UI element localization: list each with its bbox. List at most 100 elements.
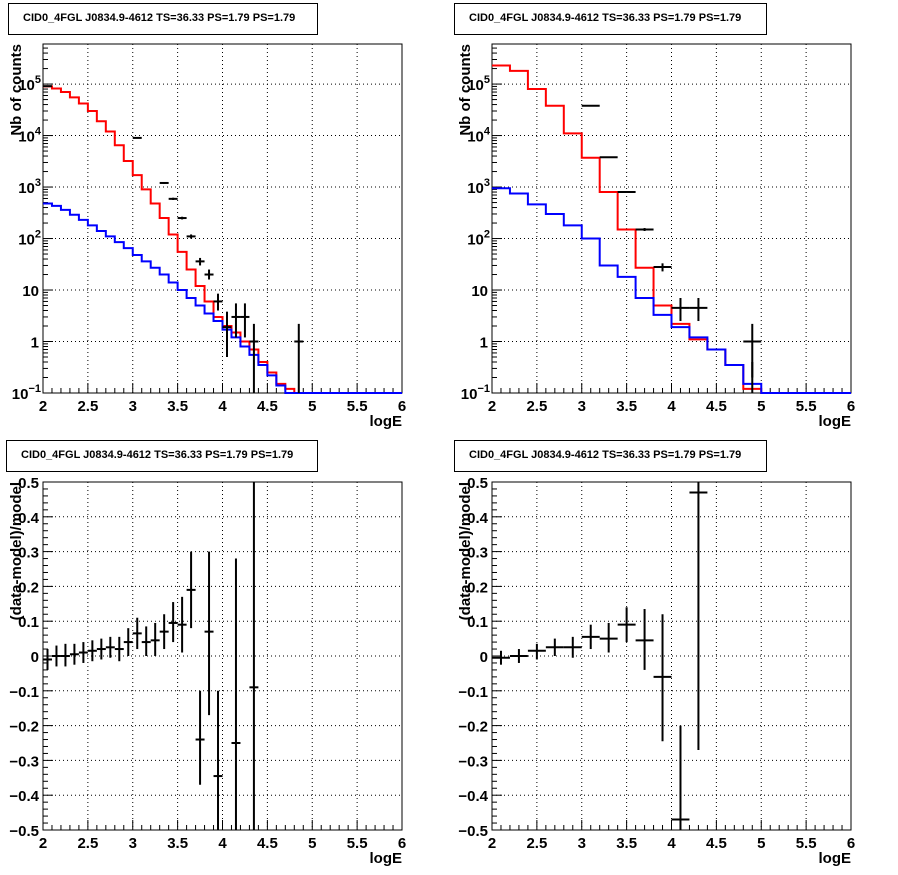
y-ticks [43, 481, 53, 831]
y-tick-label: 0.3 [467, 545, 488, 562]
data-point [222, 311, 232, 358]
data-point [653, 614, 672, 742]
data-point [213, 293, 223, 311]
y-tick-label: −0.3 [458, 753, 488, 770]
data-point [599, 622, 618, 653]
data-points [43, 85, 304, 393]
data-point [159, 181, 169, 184]
data-point [204, 269, 214, 280]
y-tick-label: −0.1 [458, 684, 488, 701]
x-axis-label: logE [819, 850, 852, 867]
x-tick-label: 4 [218, 398, 227, 415]
x-tick-label: 2.5 [77, 398, 98, 415]
x-tick-label: 4.5 [257, 835, 278, 852]
data-point [231, 558, 241, 830]
x-tick-label: 4 [667, 398, 676, 415]
data-point [78, 642, 88, 663]
x-tick-label: 2 [39, 835, 47, 852]
x-tick-label: 6 [847, 835, 855, 852]
y-axis-label: (data-model)/model [457, 482, 474, 620]
x-tick-label: 3.5 [616, 398, 637, 415]
y-tick-label: 10−1 [12, 383, 41, 403]
x-tick-label: 3 [129, 398, 137, 415]
data-point [617, 191, 636, 194]
data-point [132, 617, 142, 650]
pad-top-left: CID0_4FGL J0834.9-4612 TS=36.33 PS=1.79 … [0, 0, 449, 437]
x-ticks [491, 383, 852, 393]
data-point [177, 216, 187, 220]
y-tick-label: 10 [471, 283, 488, 300]
residual-chart: 2 2.5 3 3.5 4 4.5 5 5.5 6 −0.5 −0.4 −0.3 −0.2 −0.1 0 0.… [8, 475, 406, 867]
y-tick-label: −0.3 [9, 753, 39, 770]
x-tick-label: 4.5 [706, 398, 727, 415]
data-point [240, 303, 250, 338]
data-point [186, 234, 196, 239]
data-point [132, 136, 142, 139]
y-tick-label: −0.1 [9, 684, 39, 701]
x-tick-label: 4.5 [257, 398, 278, 415]
data-point [168, 197, 178, 201]
x-tick-label: 4 [218, 835, 227, 852]
x-tick-label: 2 [488, 835, 496, 852]
x-tick-label: 3.5 [167, 835, 188, 852]
x-axis-label: logE [370, 850, 403, 867]
x-tick-label: 3.5 [167, 398, 188, 415]
x-tick-label: 2 [39, 398, 47, 415]
y-axis-label: (data-model)/model [8, 482, 25, 620]
data-points [492, 482, 708, 830]
y-tick-label: 10 [22, 283, 39, 300]
x-tick-label: 3.5 [616, 835, 637, 852]
y-tick-label: 102 [18, 229, 41, 249]
chart-title: CID0_4FGL J0834.9-4612 TS=36.33 PS=1.79 … [454, 3, 767, 35]
data-point [653, 263, 672, 272]
y-tick-label: 0.2 [467, 579, 488, 596]
x-tick-label: 6 [398, 835, 406, 852]
x-tick-label: 5.5 [796, 398, 817, 415]
x-tick-label: 5.5 [796, 835, 817, 852]
y-tick-label: 102 [467, 229, 490, 249]
y-tick-label: 105 [18, 74, 41, 94]
model-background-series [43, 202, 402, 394]
x-tick-label: 5 [757, 398, 765, 415]
data-point [114, 636, 124, 662]
y-ticks [492, 43, 502, 394]
x-tick-label: 2.5 [77, 835, 98, 852]
data-point [96, 638, 106, 660]
data-point [249, 323, 259, 393]
y-tick-label: 103 [18, 177, 41, 197]
counts-chart: 2 2.5 3 3.5 4 4.5 5 5.5 6 10−1 1 10 102 103 104 105 logE… [8, 43, 406, 430]
x-axis-label: logE [819, 413, 852, 430]
y-tick-label: 0 [480, 649, 488, 666]
x-ticks [491, 820, 852, 830]
pad-bottom-left: CID0_4FGL J0834.9-4612 TS=36.33 PS=1.79 … [0, 438, 449, 875]
x-tick-label: 5 [308, 398, 316, 415]
x-tick-label: 3 [578, 835, 586, 852]
y-tick-label: 104 [18, 126, 42, 146]
y-tick-label: −0.4 [9, 788, 39, 805]
counts-chart: 2 2.5 3 3.5 4 4.5 5 5.5 6 10−1 1 10 102 103 104 105 logE… [457, 43, 855, 430]
y-axis-label: Nb of counts [8, 44, 25, 136]
y-tick-label: 10−1 [461, 383, 490, 403]
grid [43, 44, 402, 393]
data-point [249, 482, 259, 830]
y-tick-label: 0.1 [467, 614, 488, 631]
y-tick-label: 0.2 [18, 579, 39, 596]
y-tick-label: 0.5 [467, 475, 488, 492]
x-tick-label: 2.5 [526, 835, 547, 852]
y-tick-label: 1 [480, 335, 488, 352]
x-ticks [42, 820, 403, 830]
residual-chart: 2 2.5 3 3.5 4 4.5 5 5.5 6 −0.5 −0.4 −0.3 −0.2 −0.1 0 0.… [457, 475, 855, 867]
y-tick-label: 103 [467, 177, 490, 197]
y-tick-label: 105 [467, 74, 490, 94]
data-point [545, 638, 564, 656]
y-tick-label: 0.3 [18, 545, 39, 562]
y-tick-label: 0.4 [18, 510, 40, 527]
y-ticks [492, 481, 502, 831]
grid [492, 482, 851, 830]
y-tick-label: −0.5 [458, 823, 488, 840]
y-tick-label: −0.2 [458, 719, 488, 736]
y-tick-label: −0.5 [9, 823, 39, 840]
data-point [635, 609, 654, 670]
data-point [689, 297, 708, 322]
data-point [599, 156, 618, 159]
